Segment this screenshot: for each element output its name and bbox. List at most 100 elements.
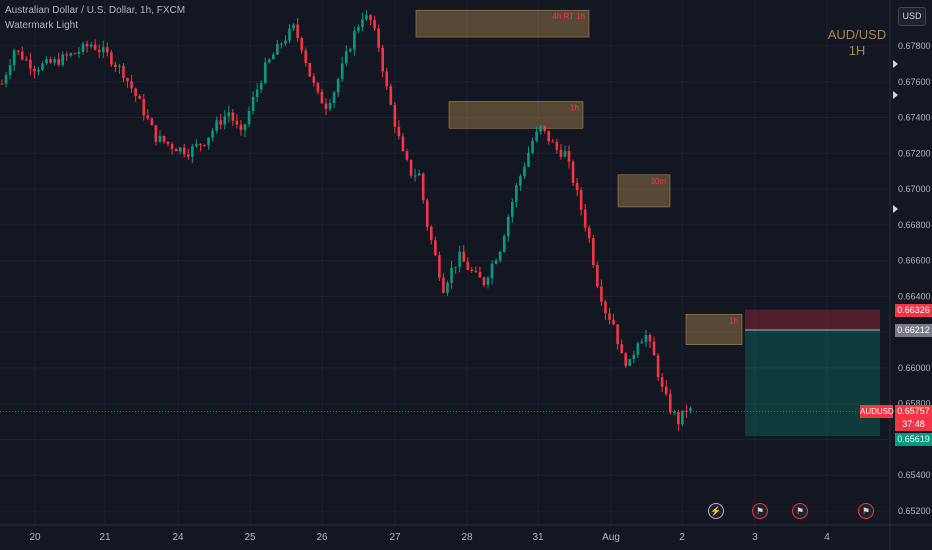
candle-body bbox=[296, 24, 299, 38]
watermark-interval: 1H bbox=[848, 43, 866, 58]
x-tick-label: Aug bbox=[602, 532, 620, 543]
indicator-name[interactable]: Watermark Light bbox=[5, 20, 78, 31]
candle-body bbox=[259, 83, 263, 90]
zone-label: 1h bbox=[570, 103, 579, 112]
candle-body bbox=[555, 141, 559, 150]
candle-body bbox=[454, 266, 457, 268]
symbol-title: Australian Dollar / U.S. Dollar, 1h, FXC… bbox=[5, 5, 186, 16]
candle-body bbox=[0, 83, 4, 85]
candle-body bbox=[519, 176, 522, 186]
candle-body bbox=[535, 131, 538, 141]
candle-body bbox=[442, 277, 445, 293]
candle-body bbox=[45, 59, 48, 64]
supply-zone bbox=[685, 313, 743, 345]
candle-body bbox=[620, 344, 623, 354]
candle-body bbox=[276, 43, 279, 55]
candle-body bbox=[142, 98, 146, 116]
candle-body bbox=[494, 260, 498, 264]
candle-body bbox=[430, 226, 433, 241]
flag-icon[interactable]: ⚑ bbox=[752, 503, 768, 519]
candle-body bbox=[272, 54, 275, 60]
arrow-right-icon[interactable] bbox=[893, 205, 898, 213]
candle-body bbox=[239, 124, 243, 131]
lightning-icon[interactable]: ⚡ bbox=[708, 503, 724, 519]
candle-body bbox=[486, 277, 490, 285]
symbol-tag: AUDUSD bbox=[860, 405, 894, 418]
currency-button[interactable]: USD bbox=[898, 7, 926, 26]
candle-body bbox=[527, 152, 530, 167]
candle-body bbox=[381, 47, 384, 72]
candle-body bbox=[624, 353, 627, 366]
candle-body bbox=[563, 151, 567, 157]
candle-body bbox=[20, 51, 24, 60]
candle-body bbox=[389, 86, 393, 105]
candle-body bbox=[490, 263, 494, 278]
candle-body bbox=[482, 277, 486, 285]
candle-body bbox=[340, 63, 344, 80]
candle-body bbox=[474, 270, 478, 272]
candle-body bbox=[29, 59, 32, 69]
candle-body bbox=[413, 175, 417, 177]
arrow-right-icon[interactable] bbox=[893, 60, 898, 68]
y-tick-label: 0.65200 bbox=[898, 506, 931, 516]
candle-body bbox=[664, 386, 668, 395]
candle-body bbox=[73, 53, 77, 55]
supply-zone bbox=[448, 101, 584, 129]
candle-body bbox=[81, 43, 85, 52]
candle-body bbox=[660, 377, 664, 387]
candle-body bbox=[365, 15, 368, 20]
candle-body bbox=[369, 15, 372, 21]
candle-body bbox=[174, 149, 178, 152]
candle-body bbox=[616, 324, 619, 345]
candle-body bbox=[207, 137, 210, 146]
candle-body bbox=[523, 166, 526, 177]
candle-body bbox=[502, 236, 506, 252]
candle-body bbox=[470, 269, 474, 271]
zone-label: 30m bbox=[650, 177, 666, 186]
y-tick-label: 0.67400 bbox=[898, 113, 931, 123]
candle-body bbox=[280, 43, 283, 45]
flag-icon[interactable]: ⚑ bbox=[858, 503, 874, 519]
flag-icon[interactable]: ⚑ bbox=[792, 503, 808, 519]
risk-box bbox=[745, 309, 880, 331]
candle-body bbox=[231, 112, 235, 121]
candle-body bbox=[498, 251, 502, 261]
candle-body bbox=[579, 190, 583, 210]
candle-body bbox=[308, 62, 312, 77]
candle-body bbox=[559, 149, 563, 157]
last-price-label: 0.65757 bbox=[895, 405, 932, 418]
candle-body bbox=[458, 251, 461, 267]
candle-body bbox=[182, 147, 186, 155]
candle-body bbox=[583, 209, 587, 228]
candle-body bbox=[438, 255, 441, 278]
candle-body bbox=[195, 143, 198, 147]
y-tick-label: 0.67600 bbox=[898, 77, 931, 87]
candle-body bbox=[592, 238, 595, 265]
candle-body bbox=[110, 52, 113, 65]
y-tick-label: 0.65400 bbox=[898, 470, 931, 480]
candle-body bbox=[106, 47, 109, 53]
candle-body bbox=[648, 335, 652, 342]
candle-body bbox=[300, 37, 303, 51]
candle-body bbox=[154, 125, 158, 142]
candle-body bbox=[547, 130, 551, 142]
candle-body bbox=[118, 65, 121, 67]
candle-body bbox=[409, 159, 413, 176]
candle-body bbox=[316, 82, 320, 92]
candle-body bbox=[223, 116, 227, 125]
candle-body bbox=[178, 147, 182, 152]
candle-body bbox=[77, 51, 81, 54]
watermark-symbol: AUD/USD bbox=[827, 27, 887, 42]
candle-body bbox=[158, 135, 162, 142]
candle-body bbox=[215, 120, 218, 131]
candle-body bbox=[170, 144, 174, 150]
candle-body bbox=[138, 95, 141, 99]
y-tick-label: 0.67000 bbox=[898, 184, 931, 194]
candle-body bbox=[85, 43, 89, 47]
countdown-label: 37:48 bbox=[895, 418, 932, 431]
arrow-right-icon[interactable] bbox=[893, 91, 898, 99]
candle-body bbox=[93, 44, 97, 50]
candle-body bbox=[150, 118, 154, 126]
candle-body bbox=[130, 81, 133, 89]
